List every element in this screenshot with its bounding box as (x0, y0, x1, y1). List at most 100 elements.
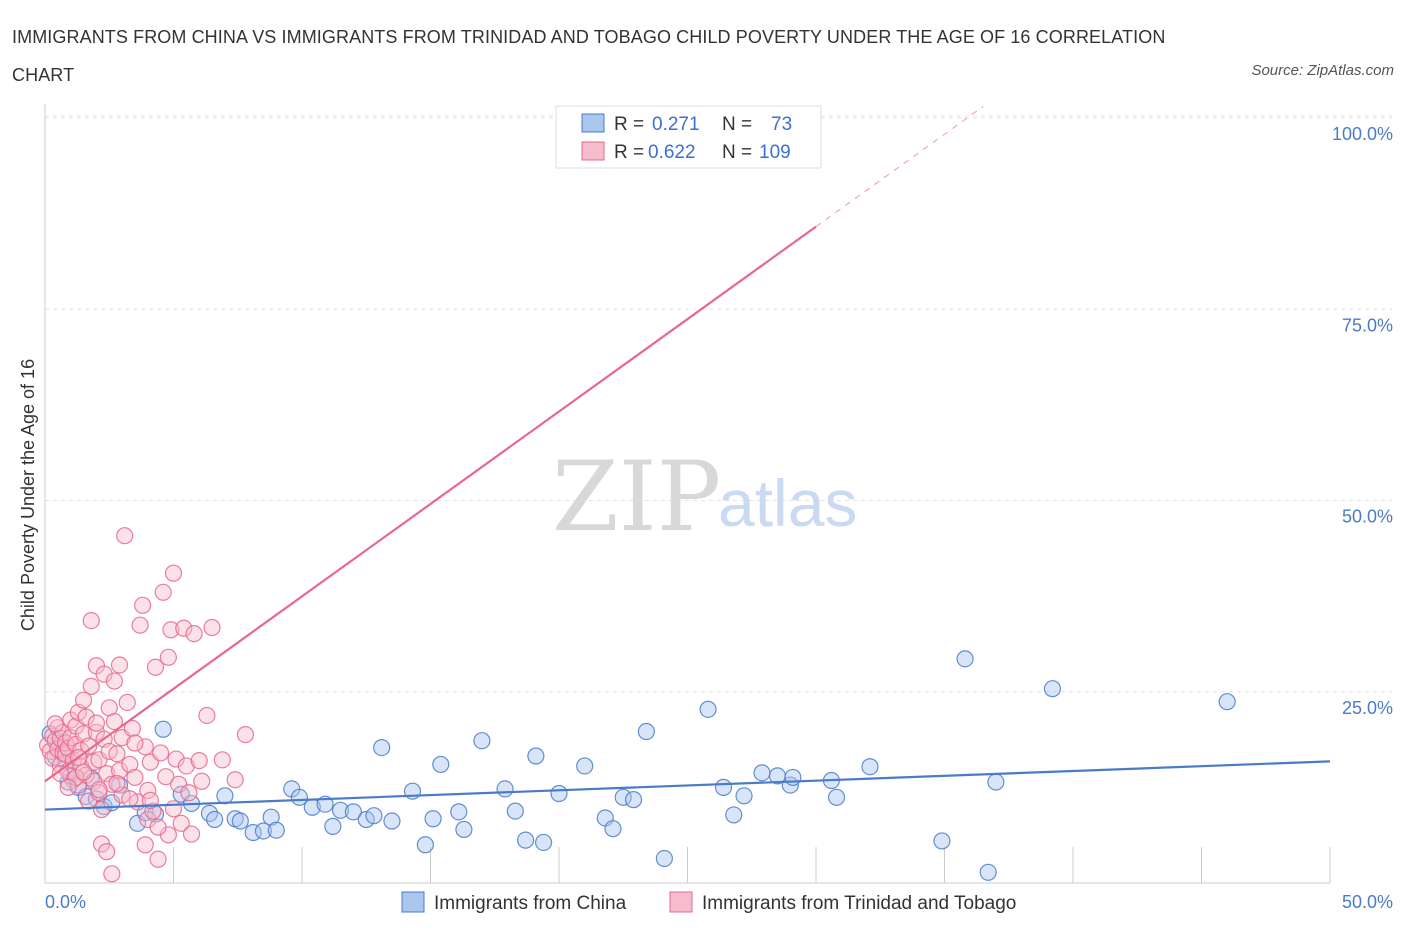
scatter-points (38, 109, 1236, 883)
point-s1-71 (149, 850, 167, 868)
point-s1-53 (110, 761, 129, 780)
chart-title: IMMIGRANTS FROM CHINA VS IMMIGRANTS FROM… (12, 27, 1166, 85)
point-s1-91 (226, 771, 244, 789)
y-tick-label-2: 75.0% (1342, 315, 1393, 335)
point-s1-74 (157, 768, 175, 786)
point-s1-41 (95, 665, 113, 683)
point-s0-36 (365, 807, 383, 825)
point-s1-52 (110, 656, 129, 674)
point-s1-95 (74, 763, 93, 781)
point-s0-51 (550, 784, 568, 803)
watermark: ZIP atlas (552, 441, 857, 553)
point-s1-26 (74, 691, 93, 709)
point-s0-54 (604, 820, 622, 838)
point-s0-68 (827, 788, 846, 806)
point-s0-55 (614, 788, 632, 806)
point-s1-86 (190, 751, 208, 770)
point-s0-32 (324, 817, 342, 835)
point-s0-72 (979, 863, 997, 881)
point-s1-92 (236, 725, 255, 744)
stats-n-label-china: N = (722, 114, 752, 135)
point-s1-59 (123, 719, 141, 738)
stats-r-label-china: R = (614, 114, 644, 135)
point-s0-59 (699, 700, 717, 718)
point-s1-62 (131, 616, 149, 634)
point-s1-64 (136, 738, 154, 756)
point-s0-56 (624, 791, 643, 809)
point-s1-39 (92, 800, 111, 819)
point-s1-104 (51, 765, 70, 783)
point-s1-90 (213, 751, 231, 769)
point-s0-38 (383, 812, 401, 830)
point-s1-72 (152, 744, 170, 762)
point-s0-26 (262, 808, 280, 826)
point-s1-66 (139, 781, 157, 800)
point-s1-56 (116, 527, 134, 545)
point-s1-78 (164, 564, 183, 582)
point-s1-82 (175, 619, 193, 637)
point-s1-98 (121, 790, 139, 808)
point-s1-79 (167, 750, 185, 768)
point-s1-75 (159, 648, 177, 666)
watermark-atlas: atlas (718, 466, 857, 540)
point-s0-47 (506, 802, 524, 820)
point-s0-60 (714, 778, 733, 796)
point-s0-21 (216, 787, 234, 805)
point-s1-94 (59, 778, 77, 796)
point-s0-50 (534, 833, 553, 852)
point-s1-107 (126, 734, 144, 752)
point-s0-61 (725, 806, 743, 824)
point-s0-70 (933, 832, 951, 850)
point-s1-85 (185, 625, 203, 643)
point-s1-31 (82, 677, 100, 695)
trend-lines (44, 106, 1331, 811)
point-s1-49 (105, 672, 123, 690)
point-s0-75 (1218, 693, 1236, 711)
trend-extension-s1 (815, 106, 984, 228)
point-s1-60 (126, 768, 144, 787)
point-s0-49 (527, 747, 545, 765)
stats-n-label-trinidad: N = (722, 142, 752, 163)
point-s0-40 (416, 836, 434, 854)
legend-swatch-trinidad (669, 891, 693, 913)
legend-swatch-china (401, 891, 425, 913)
point-s1-84 (182, 825, 201, 843)
stats-r-trinidad: 0.622 (648, 142, 696, 163)
point-s1-100 (149, 818, 167, 836)
point-s0-48 (516, 831, 535, 849)
trend-line-s0 (44, 760, 1331, 811)
y-tick-label-0: 25.0% (1342, 698, 1393, 718)
point-s0-69 (861, 758, 879, 776)
stats-r-label-trinidad: R = (614, 142, 644, 163)
point-s1-81 (172, 814, 190, 832)
point-s1-77 (162, 621, 180, 639)
point-s1-102 (180, 784, 198, 802)
point-s1-103 (46, 715, 64, 733)
x-tick-label-max: 50.0% (1342, 892, 1393, 912)
point-s0-42 (432, 755, 450, 774)
point-s0-45 (473, 732, 491, 750)
point-s0-16 (154, 720, 172, 738)
point-s0-52 (576, 757, 594, 775)
axes (44, 104, 1331, 884)
point-s0-58 (655, 849, 673, 868)
point-s1-47 (103, 775, 121, 793)
point-s1-106 (87, 714, 106, 732)
trend-line-s1 (44, 225, 817, 783)
point-s0-73 (987, 773, 1005, 791)
series-legend: Immigrants from China Immigrants from Tr… (401, 891, 1016, 914)
point-s1-97 (108, 774, 126, 793)
point-s0-33 (331, 801, 350, 819)
point-s1-48 (103, 865, 121, 883)
point-s1-73 (154, 583, 172, 601)
point-s0-29 (290, 788, 309, 806)
x-tick-label-min: 0.0% (45, 892, 86, 912)
point-s0-41 (424, 810, 442, 828)
point-s1-44 (98, 843, 116, 861)
point-s1-89 (203, 618, 221, 637)
point-s0-35 (357, 810, 375, 829)
point-s1-101 (164, 800, 183, 818)
point-s0-43 (450, 803, 468, 821)
y-axis-label: Child Poverty Under the Age of 16 (18, 359, 38, 631)
